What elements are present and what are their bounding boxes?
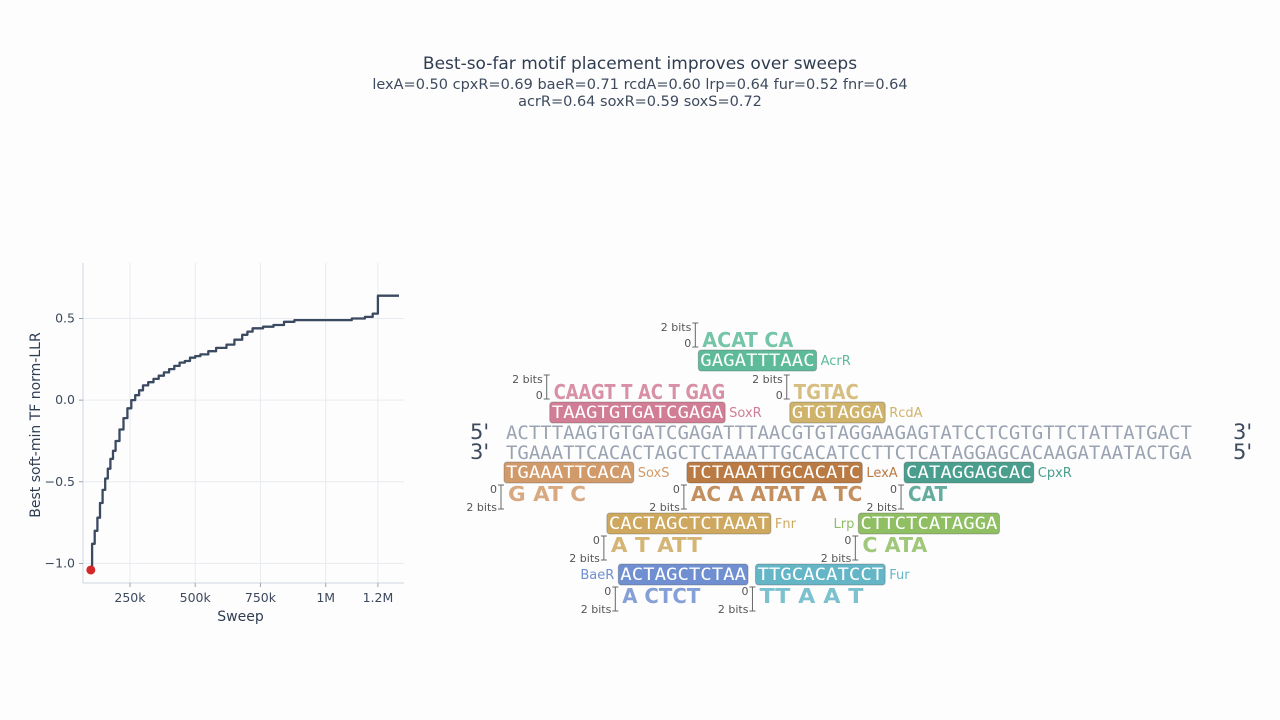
motif-site-box xyxy=(789,401,886,424)
bits-zero-label: 0 xyxy=(536,389,543,402)
motif-logo: CAAGT T AC T GAG xyxy=(554,380,725,404)
top-strand-3prime-label: 3' xyxy=(1233,420,1252,444)
motif-logo: AC A ATAT A TC xyxy=(691,482,862,506)
y-tick-label: 0.5 xyxy=(55,311,75,326)
motif-site-sequence: CTTCTCATAGGA xyxy=(860,514,997,534)
motif-name-label: Fur xyxy=(889,568,910,583)
motif-name-label: CpxR xyxy=(1038,466,1072,481)
chart-subtitle-line-1: lexA=0.50 cpxR=0.69 baeR=0.71 rcdA=0.60 … xyxy=(372,77,908,93)
motif-site-box xyxy=(606,512,772,535)
y-axis-label: Best soft-min TF norm-LLR xyxy=(28,332,44,518)
motif-lrp: CTTCTCATAGGA Lrp 2 bits 0 C ATA xyxy=(821,512,1000,565)
series-line xyxy=(90,294,399,572)
motif-logo: A CTCT xyxy=(622,584,700,608)
motif-soxs: TGAAATTCACA SoxS 2 bits 0 G AT C xyxy=(466,461,670,514)
bits-scale-label: 2 bits xyxy=(752,373,783,386)
bits-zero-label: 0 xyxy=(604,585,611,598)
x-tick-label: 1.2M xyxy=(363,590,394,605)
y-tick-label: −0.5 xyxy=(45,474,75,489)
motif-site-box xyxy=(617,563,749,586)
motif-logo: ACAT CA xyxy=(702,328,794,352)
motif-site-box xyxy=(903,461,1035,484)
motif-soxr: TAAGTGTGATCGAGA SoxR 2 bits 0 CAAGT T AC T G… xyxy=(512,373,762,424)
motif-site-sequence: CACTAGCTCTAAAT xyxy=(609,514,769,534)
motif-logo: G AT C xyxy=(508,482,586,506)
bits-zero-label: 0 xyxy=(593,534,600,547)
motif-name-label: BaeR xyxy=(580,568,614,583)
motif-logo: A T ATT xyxy=(611,533,702,557)
bottom-strand-3prime-label: 3' xyxy=(470,440,489,464)
bits-zero-label: 0 xyxy=(890,483,897,496)
y-tick-label: −1.0 xyxy=(45,555,75,570)
motif-site-box xyxy=(697,349,818,372)
motif-site-box xyxy=(754,563,886,586)
bits-zero-label: 0 xyxy=(490,483,497,496)
top-strand-sequence: ACTTTAAGTGTGATCGAGATTTAACGTGTAGGAAGAGTAT… xyxy=(506,422,1192,444)
bits-scale-label: 2 bits xyxy=(866,501,897,514)
motif-diagram: 5' 3'3' 5'ACTTTAAGTGTGATCGAGATTTAACGTGTAGG… xyxy=(466,321,1252,616)
motif-fur: TTGCACATCCT Fur 2 bits 0 TT A A T xyxy=(718,563,910,616)
motif-site-sequence: CATAGGAGCAC xyxy=(906,463,1032,483)
motif-cpxr: CATAGGAGCAC CpxR 2 bits 0 CAT xyxy=(866,461,1072,514)
bits-scale-label: 2 bits xyxy=(649,501,680,514)
motif-site-box xyxy=(857,512,1000,535)
bits-scale-label: 2 bits xyxy=(466,501,497,514)
motif-name-label: Lrp xyxy=(833,517,854,532)
start-point-marker xyxy=(86,565,96,575)
motif-site-sequence: TTGCACATCCT xyxy=(757,565,883,585)
motif-logo: TGTAC xyxy=(794,380,859,404)
bottom-strand-5prime-label: 5' xyxy=(1233,440,1252,464)
motif-name-label: Fnr xyxy=(775,517,797,532)
chart-subtitle-line-2: acrR=0.64 soxR=0.59 soxS=0.72 xyxy=(518,94,762,110)
motif-site-box xyxy=(503,461,635,484)
motif-site-sequence: TAAGTGTGATCGAGA xyxy=(552,403,723,423)
motif-site-box xyxy=(549,401,726,424)
motif-lexa: TCTAAATTGCACATC LexA 2 bits 0 AC A ATAT A TC xyxy=(649,461,898,514)
motif-name-label: SoxR xyxy=(729,406,762,421)
motif-logo: C ATA xyxy=(862,533,928,557)
bits-scale-label: 2 bits xyxy=(569,552,600,565)
bits-scale-label: 2 bits xyxy=(661,321,692,334)
x-tick-label: 250k xyxy=(114,590,146,605)
chart-title: Best-so-far motif placement improves ove… xyxy=(422,54,858,74)
motif-rcda: GTGTAGGA RcdA 2 bits 0 TGTAC xyxy=(752,373,923,424)
motif-acrr: GAGATTTAAC AcrR 2 bits 0 ACAT CA xyxy=(661,321,851,372)
motif-logo: CAT xyxy=(908,482,947,506)
motif-name-label: SoxS xyxy=(638,466,670,481)
x-tick-label: 1M xyxy=(316,590,335,605)
bottom-strand-sequence: TGAAATTCACACTAGCTCTAAATTGCACATCCTTCTCATA… xyxy=(506,442,1192,464)
bits-zero-label: 0 xyxy=(673,483,680,496)
bits-scale-label: 2 bits xyxy=(821,552,852,565)
motif-logo: TT A A T xyxy=(759,584,863,608)
bits-scale-label: 2 bits xyxy=(718,603,749,616)
motif-name-label: RcdA xyxy=(889,406,922,421)
bits-scale-label: 2 bits xyxy=(512,373,543,386)
motif-name-label: AcrR xyxy=(821,354,851,369)
motif-name-label: LexA xyxy=(866,466,897,481)
x-tick-label: 750k xyxy=(245,590,277,605)
motif-site-sequence: TGAAATTCACA xyxy=(506,463,632,483)
motif-site-sequence: GTGTAGGA xyxy=(792,403,883,423)
bits-zero-label: 0 xyxy=(844,534,851,547)
bits-zero-label: 0 xyxy=(684,337,691,350)
y-tick-label: 0.0 xyxy=(55,392,75,407)
motif-site-sequence: GAGATTTAAC xyxy=(700,351,814,371)
x-axis-label: Sweep xyxy=(217,609,264,625)
motif-site-sequence: ACTAGCTCTAA xyxy=(620,565,746,585)
motif-baer: ACTAGCTCTAA BaeR 2 bits 0 A CTCT xyxy=(580,563,749,616)
motif-fnr: CACTAGCTCTAAAT Fnr 2 bits 0 A T ATT xyxy=(569,512,797,565)
top-strand-5prime-label: 5' xyxy=(470,420,489,444)
motif-site-sequence: TCTAAATTGCACATC xyxy=(689,463,860,483)
bits-zero-label: 0 xyxy=(741,585,748,598)
motif-site-box xyxy=(686,461,863,484)
bits-scale-label: 2 bits xyxy=(581,603,612,616)
x-tick-label: 500k xyxy=(180,590,212,605)
bits-zero-label: 0 xyxy=(776,389,783,402)
